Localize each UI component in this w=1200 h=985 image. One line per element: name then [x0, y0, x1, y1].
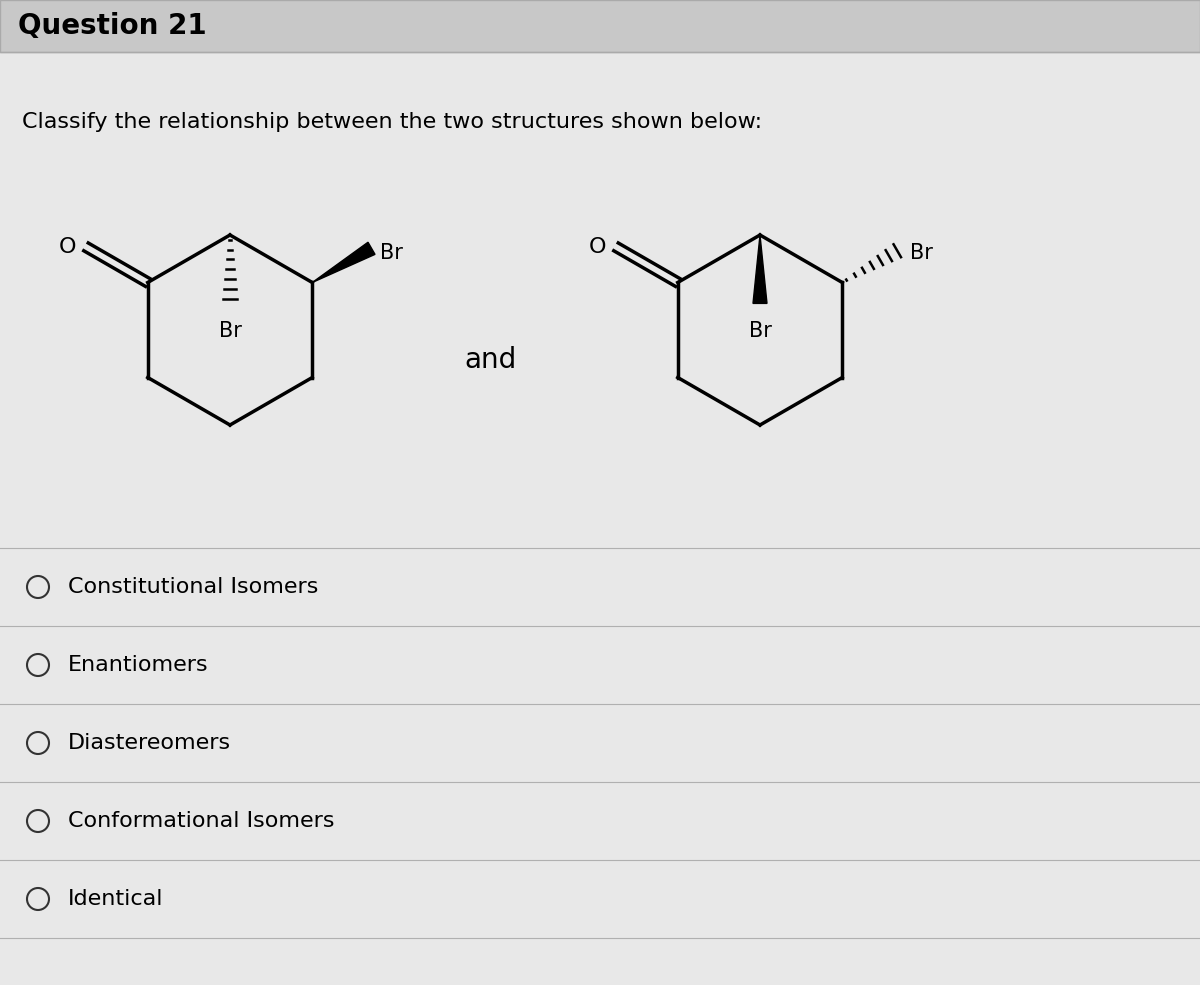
Text: Br: Br: [749, 321, 772, 342]
Text: and: and: [464, 346, 516, 374]
Text: Diastereomers: Diastereomers: [68, 733, 232, 753]
Text: Br: Br: [910, 243, 932, 263]
Polygon shape: [754, 235, 767, 303]
Bar: [0, 0, 1200, 52]
Text: O: O: [588, 236, 606, 257]
Text: Br: Br: [218, 321, 241, 342]
Text: Conformational Isomers: Conformational Isomers: [68, 811, 335, 831]
Text: Identical: Identical: [68, 889, 163, 909]
Text: Question 21: Question 21: [18, 12, 206, 40]
Text: Constitutional Isomers: Constitutional Isomers: [68, 577, 318, 597]
Text: O: O: [59, 236, 76, 257]
Text: Enantiomers: Enantiomers: [68, 655, 209, 675]
Text: Classify the relationship between the two structures shown below:: Classify the relationship between the tw…: [22, 112, 762, 132]
Text: Br: Br: [379, 243, 402, 263]
Polygon shape: [312, 242, 376, 283]
